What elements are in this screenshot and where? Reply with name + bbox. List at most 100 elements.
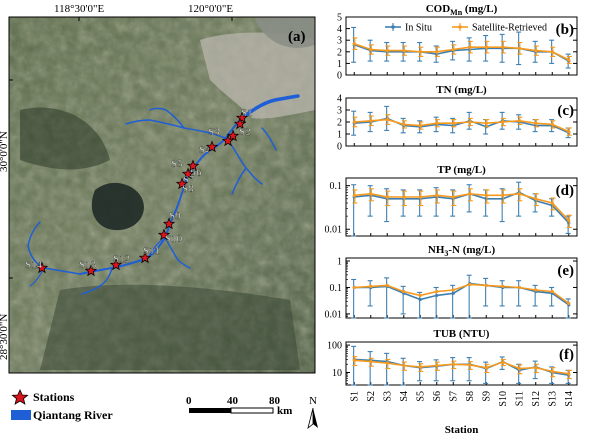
y-tick-label: 2 [337,47,342,58]
data-point [501,120,505,124]
data-point [517,192,521,196]
station-label: S14 [25,259,43,271]
data-point [451,47,455,52]
data-point [517,366,521,371]
data-point [369,284,373,288]
data-point [468,282,472,287]
panel-label: (d) [556,183,574,199]
station-star-icon [157,228,171,241]
data-point [534,197,538,201]
scale-bar: 0 40 80 km [186,395,292,417]
station-star-icon [186,159,200,172]
x-tick-label: S10 [498,391,509,407]
data-point [352,358,356,362]
series-line [354,191,570,224]
data-point [468,120,472,124]
data-point [418,50,422,54]
data-point [418,195,422,199]
station-label: S6 [190,167,202,179]
series-in-situ [351,274,571,319]
y-tick-label: 1 [337,59,342,70]
data-point [550,122,554,126]
data-point [435,289,439,294]
data-point [484,366,488,370]
dark-forest [20,107,110,170]
data-point [468,45,472,49]
station-star-icon [162,217,176,230]
x-tick-label: S5 [415,391,426,402]
scale-tick-0: 0 [186,395,192,407]
y-tick-label: 3 [337,36,342,47]
data-point [567,372,571,376]
x-tick-label: S12 [531,391,542,407]
data-point [484,283,488,287]
y-tick-label: 0 [337,71,342,82]
lake [91,182,144,231]
data-point [501,45,505,49]
y-tick-label: 0 [337,142,342,153]
series-line [354,44,570,62]
series-line [354,192,570,221]
y-tick-label: 5 [337,13,342,24]
data-point [468,363,472,367]
station-star-icon [84,264,98,277]
series-satellite-retrieved [352,282,571,305]
data-point [369,47,373,52]
data-point [435,293,439,298]
map-panel: 118°30'0"E 120°0'0"E 30°0'0"N 28°30'0"N … [0,3,318,430]
station-star-icon [226,129,240,142]
data-point [385,283,389,287]
chart-title: NH3-N (mg/L) [428,244,496,258]
x-tick-label: S2 [366,391,377,402]
data-point [402,122,406,126]
series-satellite-retrieved [352,114,572,136]
panel-label: (e) [557,263,574,279]
dark-forest-south [40,284,300,370]
data-point [468,192,472,196]
legend-stations-label: Stations [33,390,75,404]
station-label: S3 [208,126,220,138]
y-tick-label: 10 [332,368,342,379]
data-point [369,192,373,196]
y-tick-label: 0.1 [330,283,343,294]
y-tick-label: 3 [337,106,342,117]
panel-label: (c) [557,103,574,119]
data-point [402,289,406,294]
station-S1: S1 [235,107,253,124]
data-point [402,49,406,53]
data-point [435,50,439,54]
station-S3: S3 [208,126,240,142]
scale-unit: km [277,405,292,417]
legend-item-label: Satellite-Retrieved [472,23,547,34]
station-star-icon [35,261,49,274]
station-label: S1 [241,107,253,119]
data-point [484,193,488,197]
scale-tick-80: 80 [269,395,281,407]
chart-title: TP (mg/L) [437,164,486,176]
y-tick-label: 1 [337,130,342,141]
data-point [567,58,571,62]
data-point [435,363,439,368]
station-S13: S13 [79,259,98,277]
data-point [534,366,538,370]
north-label: N [309,395,317,407]
station-star-icon [205,140,219,153]
y-tick-label: 2 [337,118,342,129]
data-point [435,193,439,197]
data-point [501,284,505,288]
data-point [501,193,505,197]
graticule-ticks [9,17,233,279]
river-legend-swatch [11,410,31,420]
station-label: S10 [165,233,183,245]
data-point [435,121,439,125]
lon-label-1: 118°30'0"E [54,3,104,15]
data-point [451,291,455,295]
scale-tick-40: 40 [227,395,239,407]
data-point [352,120,356,124]
data-point [550,289,554,294]
chart-panel-3: NH3-N (mg/L) 0.01 0.1 1 (e) [325,244,578,320]
station-S8: S8 [175,177,194,195]
